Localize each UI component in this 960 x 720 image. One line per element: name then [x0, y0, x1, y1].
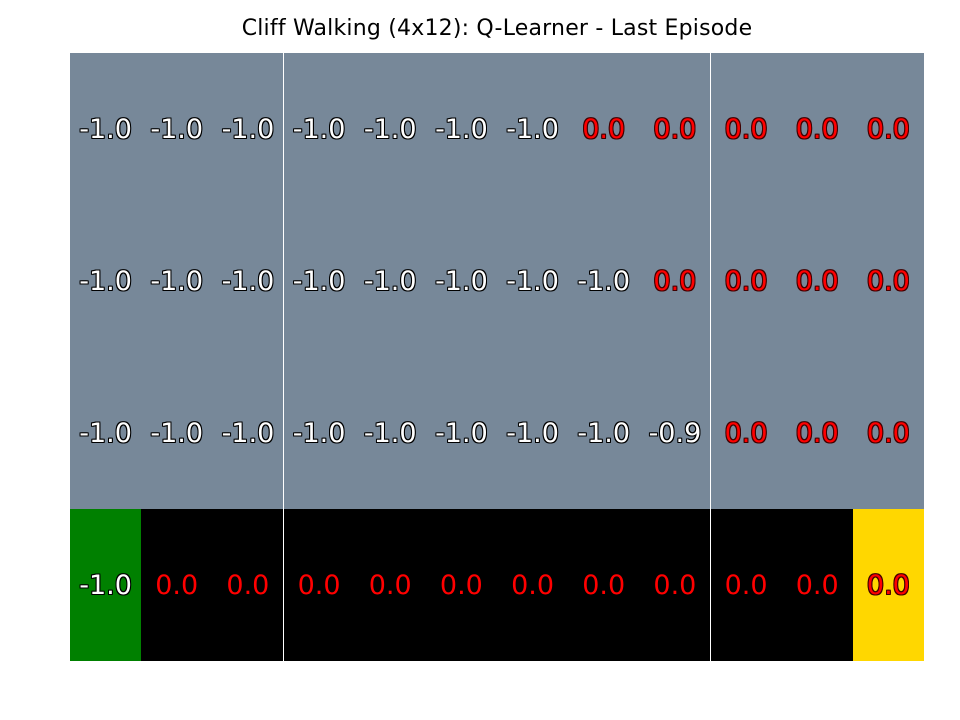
cell-value: 0.0: [866, 113, 910, 145]
cell-value: -1.0: [150, 113, 204, 145]
grid-cell: 0.0: [710, 357, 782, 509]
cell-value: -1.0: [292, 113, 346, 145]
cell-value: 0.0: [368, 569, 412, 601]
grid-cell: -1.0: [568, 357, 640, 509]
cliff-cell: 0.0: [283, 509, 355, 661]
cell-value: 0.0: [795, 569, 839, 601]
grid-cell: -1.0: [283, 205, 355, 357]
grid-cell: -1.0: [212, 53, 284, 205]
cliff-cell: 0.0: [781, 509, 853, 661]
grid-cell: -1.0: [354, 53, 426, 205]
grid-cell: -1.0: [425, 357, 497, 509]
grid-cell: -1.0: [212, 357, 284, 509]
grid-cell: 0.0: [710, 53, 782, 205]
grid-cell: -1.0: [141, 357, 213, 509]
cell-value: 0.0: [511, 569, 555, 601]
grid-cell: -1.0: [283, 53, 355, 205]
grid-cell: -1.0: [497, 357, 569, 509]
cell-value: -1.0: [435, 265, 488, 297]
start-cell: -1.0: [70, 509, 142, 661]
grid-cell: 0.0: [639, 53, 711, 205]
cliff-cell: 0.0: [639, 509, 711, 661]
cell-value: 0.0: [866, 265, 910, 297]
grid-cell: -1.0: [354, 357, 426, 509]
cliff-cell: 0.0: [710, 509, 782, 661]
cell-value: -1.0: [79, 417, 132, 449]
cell-value: -1.0: [292, 265, 346, 297]
grid-cell: -1.0: [425, 205, 497, 357]
cell-value: -1.0: [506, 265, 559, 297]
cell-value: -1.0: [150, 417, 204, 449]
cell-value: -1.0: [506, 113, 559, 145]
cell-value: -1.0: [79, 569, 132, 601]
cell-value: -1.0: [506, 417, 559, 449]
cell-value: -1.0: [363, 265, 417, 297]
cell-value: 0.0: [724, 569, 768, 601]
cell-value: 0.0: [795, 417, 839, 449]
cell-value: -0.9: [648, 417, 702, 449]
cell-value: -1.0: [577, 265, 631, 297]
grid-cell: -1.0: [568, 205, 640, 357]
cell-value: 0.0: [155, 569, 199, 601]
grid-cell: 0.0: [781, 357, 853, 509]
cell-value: 0.0: [724, 417, 768, 449]
cell-value: 0.0: [226, 569, 270, 601]
cliff-cell: 0.0: [425, 509, 497, 661]
cell-value: 0.0: [439, 569, 483, 601]
grid-cell: -1.0: [497, 53, 569, 205]
cell-value: -1.0: [221, 417, 275, 449]
cell-value: -1.0: [577, 417, 631, 449]
grid-cell: -1.0: [141, 205, 213, 357]
goal-cell: 0.0: [852, 509, 924, 661]
cell-value: 0.0: [724, 113, 768, 145]
cell-value: 0.0: [653, 569, 697, 601]
cell-value: 0.0: [866, 417, 910, 449]
cliff-cell: 0.0: [141, 509, 213, 661]
cliff-cell: 0.0: [568, 509, 640, 661]
grid-cell: -1.0: [141, 53, 213, 205]
cell-value: 0.0: [724, 265, 768, 297]
cell-value: -1.0: [363, 417, 417, 449]
grid-cell: -1.0: [70, 205, 142, 357]
grid-cell: 0.0: [710, 205, 782, 357]
grid-cell: 0.0: [781, 205, 853, 357]
grid-cell: 0.0: [781, 53, 853, 205]
cell-value: 0.0: [795, 265, 839, 297]
cell-value: -1.0: [292, 417, 346, 449]
cell-value: 0.0: [582, 569, 626, 601]
q-value-grid: -1.0 -1.0 -1.0 -1.0 -1.0 -1.0 -1.0 0.0 0.0 0.0 0.0…: [70, 53, 924, 661]
cliff-cell: 0.0: [497, 509, 569, 661]
cell-value: -1.0: [221, 265, 275, 297]
cell-value: 0.0: [297, 569, 341, 601]
cell-value: -1.0: [79, 265, 132, 297]
grid-cell: -1.0: [70, 357, 142, 509]
cell-value: 0.0: [866, 569, 910, 601]
grid-cell: 0.0: [639, 205, 711, 357]
grid-cell: 0.0: [852, 53, 924, 205]
cell-value: -1.0: [363, 113, 417, 145]
grid-cell: -1.0: [425, 53, 497, 205]
cliff-cell: 0.0: [212, 509, 284, 661]
grid-cell: -0.9: [639, 357, 711, 509]
grid-cell: 0.0: [852, 205, 924, 357]
cell-value: -1.0: [435, 113, 488, 145]
cell-value: -1.0: [79, 113, 132, 145]
grid-cell: -1.0: [354, 205, 426, 357]
chart-title: Cliff Walking (4x12): Q-Learner - Last E…: [241, 16, 753, 41]
grid-cell: -1.0: [70, 53, 142, 205]
cell-value: 0.0: [582, 113, 626, 145]
cell-value: -1.0: [150, 265, 204, 297]
cell-value: 0.0: [653, 265, 697, 297]
cell-value: 0.0: [653, 113, 697, 145]
cell-value: 0.0: [795, 113, 839, 145]
grid-cell: -1.0: [497, 205, 569, 357]
grid-cell: 0.0: [568, 53, 640, 205]
cliff-cell: 0.0: [354, 509, 426, 661]
grid-cell: -1.0: [212, 205, 284, 357]
grid-cell: -1.0: [283, 357, 355, 509]
cell-value: -1.0: [435, 417, 488, 449]
grid-cell: 0.0: [852, 357, 924, 509]
cell-value: -1.0: [221, 113, 275, 145]
